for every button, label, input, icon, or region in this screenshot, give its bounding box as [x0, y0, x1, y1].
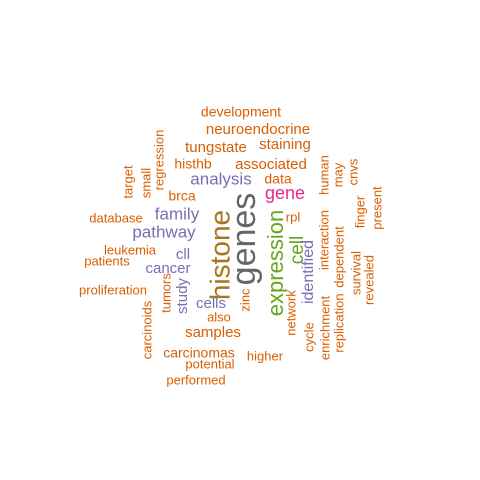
word-zinc: zinc [237, 288, 252, 312]
word-interaction: interaction [316, 210, 331, 270]
word-tumors: tumors [158, 273, 173, 313]
word-carcinomas: carcinomas [163, 345, 235, 361]
word-leukemia: leukemia [104, 242, 157, 257]
word-tungstate: tungstate [185, 139, 247, 156]
word-genes: genes [225, 193, 263, 286]
word-rpl: rpl [286, 209, 301, 224]
word-patients: patients [84, 253, 130, 268]
word-brca: brca [168, 188, 195, 204]
word-revealed: revealed [361, 255, 376, 305]
word-potential: potential [185, 356, 234, 371]
word-cell: cell [287, 236, 308, 265]
word-pathway: pathway [132, 222, 196, 241]
word-staining: staining [259, 136, 311, 153]
word-expression: expression [263, 210, 288, 316]
word-performed: performed [166, 372, 225, 387]
word-may: may [330, 162, 345, 187]
word-higher: higher [247, 348, 284, 363]
word-finger: finger [352, 195, 367, 228]
word-present: present [369, 186, 384, 230]
word-development: development [201, 104, 281, 120]
word-cll: cll [176, 246, 190, 263]
word-gene: gene [265, 183, 305, 203]
word-cancer: cancer [145, 260, 190, 277]
word-cycle: cycle [301, 322, 316, 352]
word-data: data [264, 171, 291, 187]
word-database: database [89, 210, 143, 225]
word-family: family [155, 204, 200, 223]
word-survival: survival [348, 251, 363, 295]
word-human: human [316, 155, 331, 195]
word-neuroendocrine: neuroendocrine [206, 121, 310, 138]
word-replication: replication [331, 293, 346, 352]
word-cnvs: cnvs [345, 158, 360, 185]
word-histone: histone [204, 210, 235, 300]
word-study: study [174, 278, 191, 314]
word-also: also [207, 309, 231, 324]
word-dependent: dependent [331, 226, 346, 288]
word-network: network [283, 290, 298, 336]
word-small: small [138, 168, 153, 198]
word-proliferation: proliferation [79, 282, 147, 297]
word-samples: samples [185, 324, 241, 341]
word-enrichment: enrichment [317, 295, 332, 360]
word-identified: identified [300, 240, 317, 304]
word-cells: cells [196, 295, 226, 312]
word-target: target [120, 165, 135, 199]
word-analysis: analysis [190, 169, 251, 188]
word-regression: regression [151, 130, 166, 191]
word-associated: associated [235, 156, 307, 173]
word-carcinoids: carcinoids [139, 300, 154, 359]
word-histhb: histhb [174, 156, 212, 172]
